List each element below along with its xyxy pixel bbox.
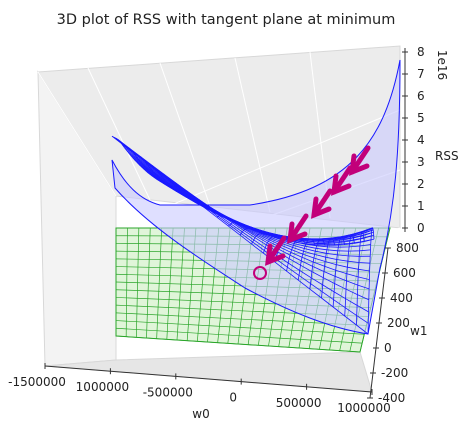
z-tick-label: 5	[417, 111, 425, 125]
y-tick-label: 800	[396, 241, 419, 255]
z-tick-label: 0	[417, 221, 425, 235]
z-tick-label: 7	[417, 67, 425, 81]
y-tick-label: -200	[381, 366, 408, 380]
rss-surface-grid	[111, 135, 375, 335]
x-tick-label: -1500000	[8, 375, 66, 389]
y-tick-label: 0	[384, 341, 392, 355]
x-ticks: -1500000 1000000 -500000 0 500000 1000000	[8, 363, 391, 415]
z-tick-label: 2	[417, 177, 425, 191]
y-tick-label: 400	[390, 291, 413, 305]
x-tick-label: 500000	[276, 396, 322, 410]
z-tick-label: 4	[417, 133, 425, 147]
y-ticks: -400 -200 0 200 400 600 800	[367, 241, 419, 405]
x-axis-line	[44, 365, 373, 393]
y-axis-label: w1	[410, 324, 427, 338]
axes-panes	[37, 45, 401, 393]
y-tick-label: -400	[378, 391, 405, 405]
chart-title: 3D plot of RSS with tangent plane at min…	[57, 12, 396, 28]
z-tick-label: 6	[417, 89, 425, 103]
z-axis: 0 1 2 3 4 5 6 7 8 1e16 RSS	[402, 45, 459, 235]
descent-arrow	[264, 235, 287, 266]
z-ticks: 0 1 2 3 4 5 6 7 8	[402, 45, 425, 235]
x-tick-label: 1000000	[76, 380, 129, 394]
z-axis-label: RSS	[435, 149, 459, 163]
descent-arrow	[330, 165, 353, 196]
y-axis: -400 -200 0 200 400 600 800 w1	[367, 241, 427, 405]
rss-surface-fill	[111, 59, 401, 335]
minimum-marker	[253, 266, 267, 280]
descent-arrows	[264, 145, 371, 266]
x-tick-label: -500000	[143, 385, 193, 399]
z-scale-label: 1e16	[435, 50, 449, 80]
descent-arrow	[286, 213, 309, 244]
descent-arrow	[310, 188, 333, 219]
z-tick-label: 8	[417, 45, 425, 59]
y-tick-label: 600	[393, 266, 416, 280]
x-tick-label: 1000000	[337, 401, 390, 415]
rss-surface	[111, 59, 401, 335]
y-tick-label: 200	[387, 316, 410, 330]
x-axis-label: w0	[192, 407, 209, 421]
z-tick-label: 3	[417, 155, 425, 169]
x-axis: -1500000 1000000 -500000 0 500000 1000000 w0	[8, 363, 391, 421]
z-tick-label: 1	[417, 199, 425, 213]
descent-arrow	[348, 145, 371, 176]
x-tick-label: 0	[229, 391, 237, 405]
